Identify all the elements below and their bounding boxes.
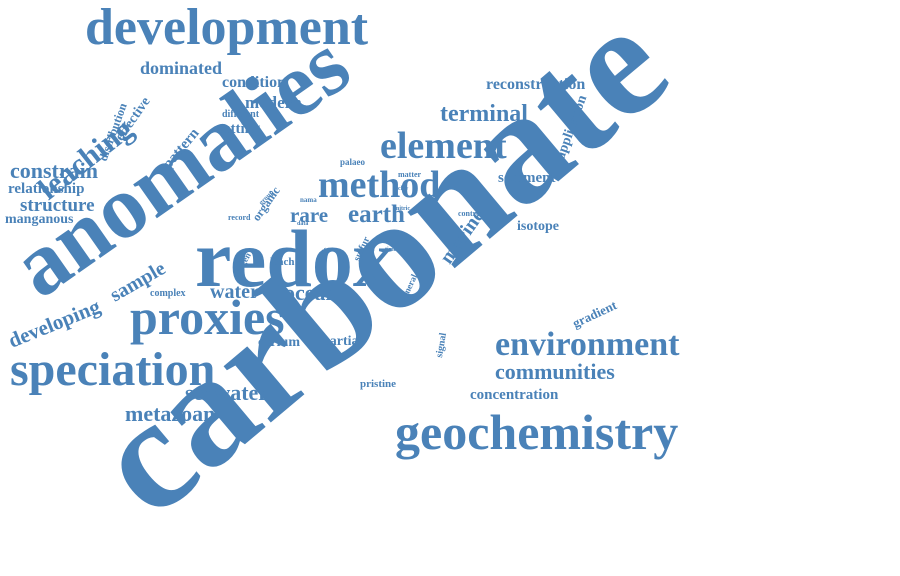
word-matter: matter xyxy=(398,170,422,180)
word-modern: modern xyxy=(245,93,302,113)
word-structure: structure xyxy=(20,195,95,217)
word-signal: signal xyxy=(433,331,450,359)
word-method: method xyxy=(318,163,441,206)
word-speciation: speciation xyxy=(10,342,216,396)
word-complex: complex xyxy=(150,287,186,299)
word-communities: communities xyxy=(495,358,615,384)
word-condition: condition xyxy=(222,73,287,91)
word-proxies: proxies xyxy=(130,289,285,345)
word-isotope: isotope xyxy=(517,218,559,234)
word-time: time xyxy=(385,247,397,254)
word-redox: redox xyxy=(195,212,394,304)
word-different: different xyxy=(222,108,260,120)
word-pristine: pristine xyxy=(360,377,397,390)
word-palaeo: palaeo xyxy=(340,156,366,167)
word-partial: partial xyxy=(322,333,363,349)
word-environment: environment xyxy=(495,326,680,364)
word-reconstruction: reconstruction xyxy=(486,75,586,93)
word-rare: rare xyxy=(290,202,329,227)
word-sediment: sediment xyxy=(498,169,556,186)
word-element: element xyxy=(380,124,507,167)
word-seawater: seawater xyxy=(185,379,269,405)
word-setting: setting xyxy=(218,120,261,137)
word-constrain: constrain xyxy=(10,157,98,183)
word-development: development xyxy=(85,0,369,57)
word-terminal: terminal xyxy=(440,101,528,128)
word-ocean: ocean xyxy=(284,279,338,305)
word-clay: clay xyxy=(398,186,409,193)
word-manganous: manganous xyxy=(5,211,74,227)
word-record: record xyxy=(228,213,251,223)
word-leach: leach xyxy=(270,255,295,268)
word-cerium: cerium xyxy=(258,334,300,350)
word-concentration: concentration xyxy=(470,386,559,403)
word-geochemistry: geochemistry xyxy=(395,404,679,460)
word-control: control xyxy=(458,209,483,219)
word-dominated: dominated xyxy=(140,58,223,79)
word-data: data xyxy=(297,221,309,228)
word-nitric: nitric xyxy=(396,206,410,213)
word-water: water xyxy=(210,280,259,303)
word-metazoan: metazoan xyxy=(125,400,216,426)
word-earth: earth xyxy=(348,200,405,228)
word-relationship: relationship xyxy=(8,180,85,197)
word-nama: nama xyxy=(300,196,317,205)
